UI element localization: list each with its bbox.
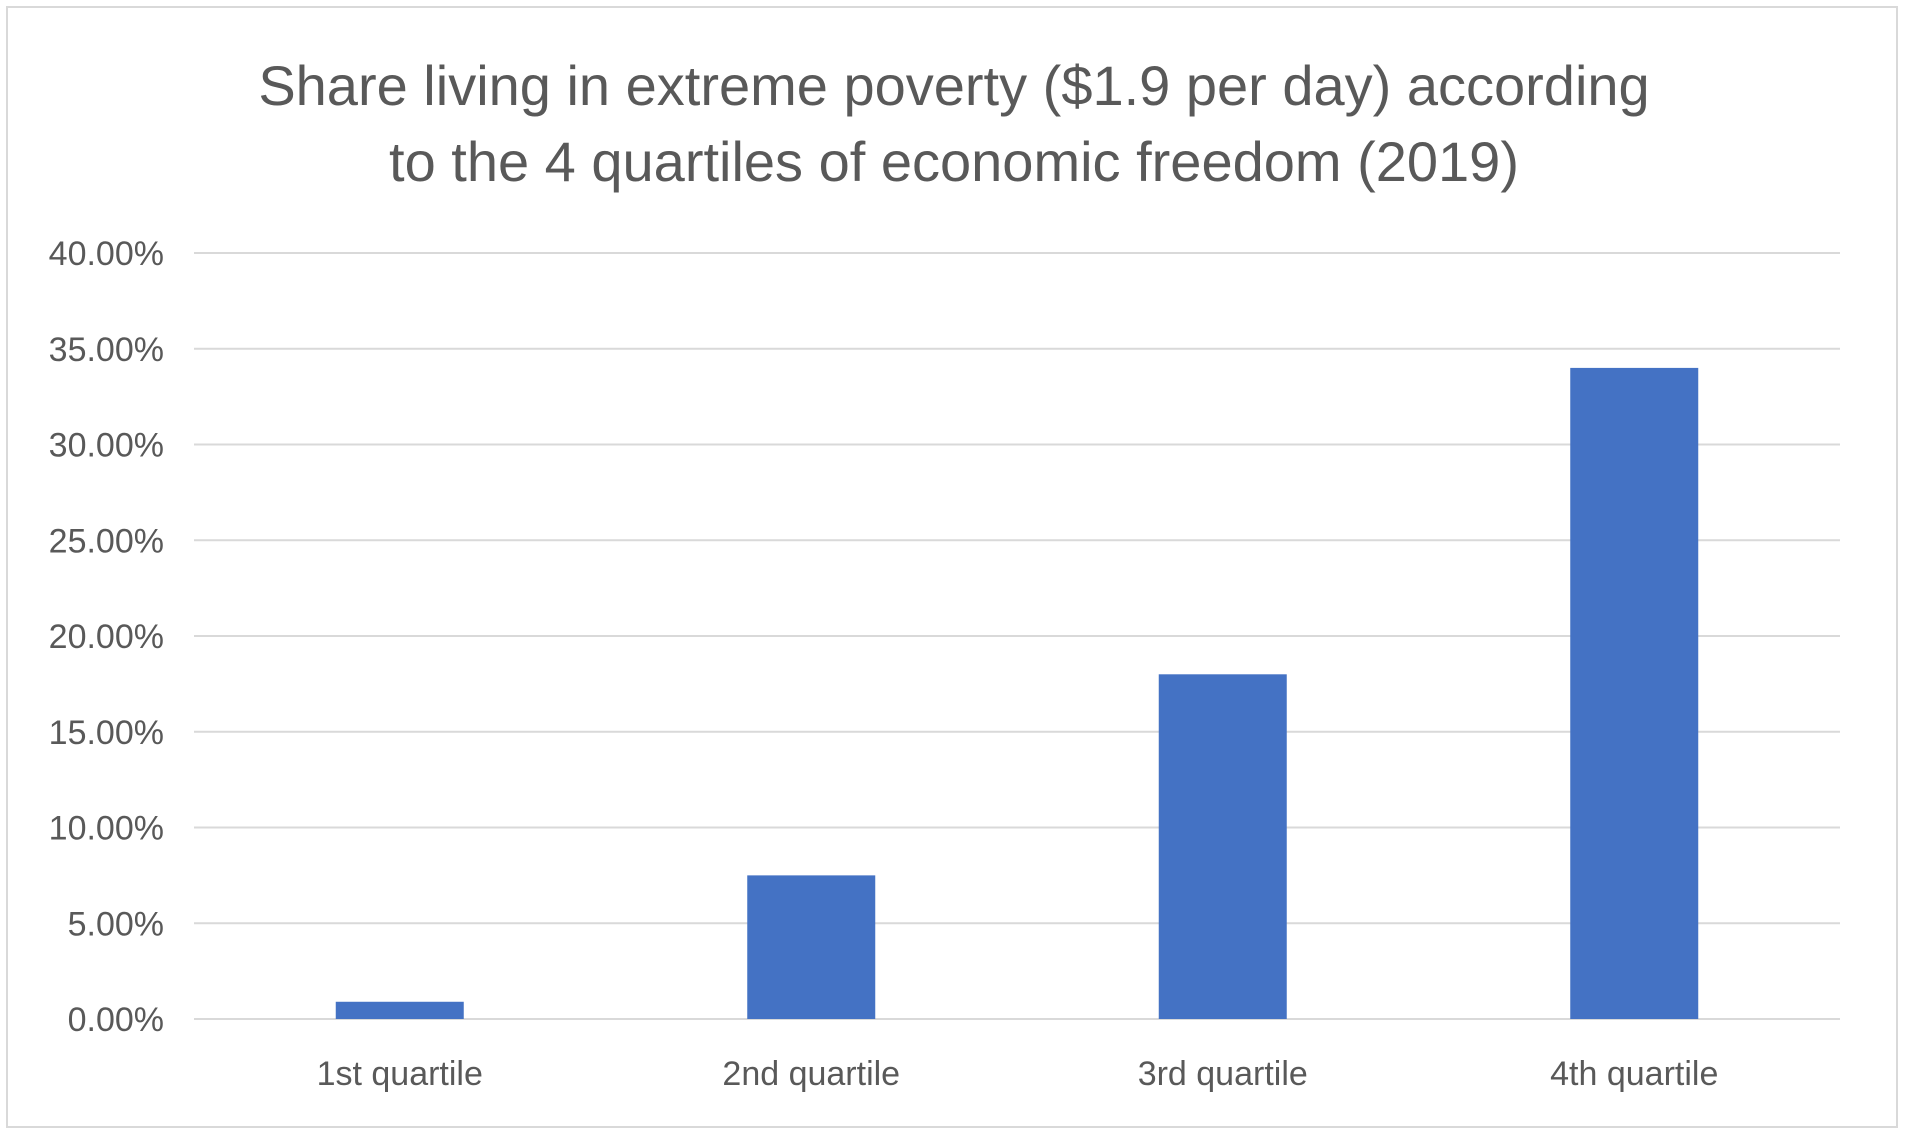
bars (335, 367, 1699, 1019)
y-tick-label: 5.00% (68, 905, 164, 943)
bar (747, 875, 876, 1019)
x-axis-tick-labels: 1st quartile 2nd quartile 3rd quartile 4th … (317, 1055, 1719, 1093)
bar-chart: 0.00% 5.00% 10.00% 15.00% 20.00% 25.00% 30.00%… (49, 235, 1840, 1093)
x-tick-label: 4th quartile (1550, 1055, 1718, 1093)
x-tick-label: 3rd quartile (1138, 1055, 1308, 1093)
bar (1570, 367, 1699, 1019)
y-tick-label: 40.00% (49, 235, 164, 273)
gridlines (194, 252, 1840, 1020)
y-tick-label: 0.00% (68, 1001, 164, 1039)
bar (1158, 674, 1287, 1019)
bar (335, 1001, 464, 1019)
y-tick-label: 10.00% (49, 810, 164, 848)
x-tick-label: 2nd quartile (722, 1055, 900, 1093)
x-tick-label: 1st quartile (317, 1055, 483, 1093)
chart-title: Share living in extreme poverty ($1.9 pe… (258, 54, 1650, 193)
y-tick-label: 20.00% (49, 618, 164, 656)
y-axis-tick-labels: 0.00% 5.00% 10.00% 15.00% 20.00% 25.00% 30.00%… (49, 235, 164, 1039)
chart-frame: Share living in extreme poverty ($1.9 pe… (6, 6, 1898, 1128)
y-tick-label: 15.00% (49, 714, 164, 752)
y-tick-label: 30.00% (49, 427, 164, 465)
y-tick-label: 35.00% (49, 331, 164, 369)
y-tick-label: 25.00% (49, 522, 164, 560)
